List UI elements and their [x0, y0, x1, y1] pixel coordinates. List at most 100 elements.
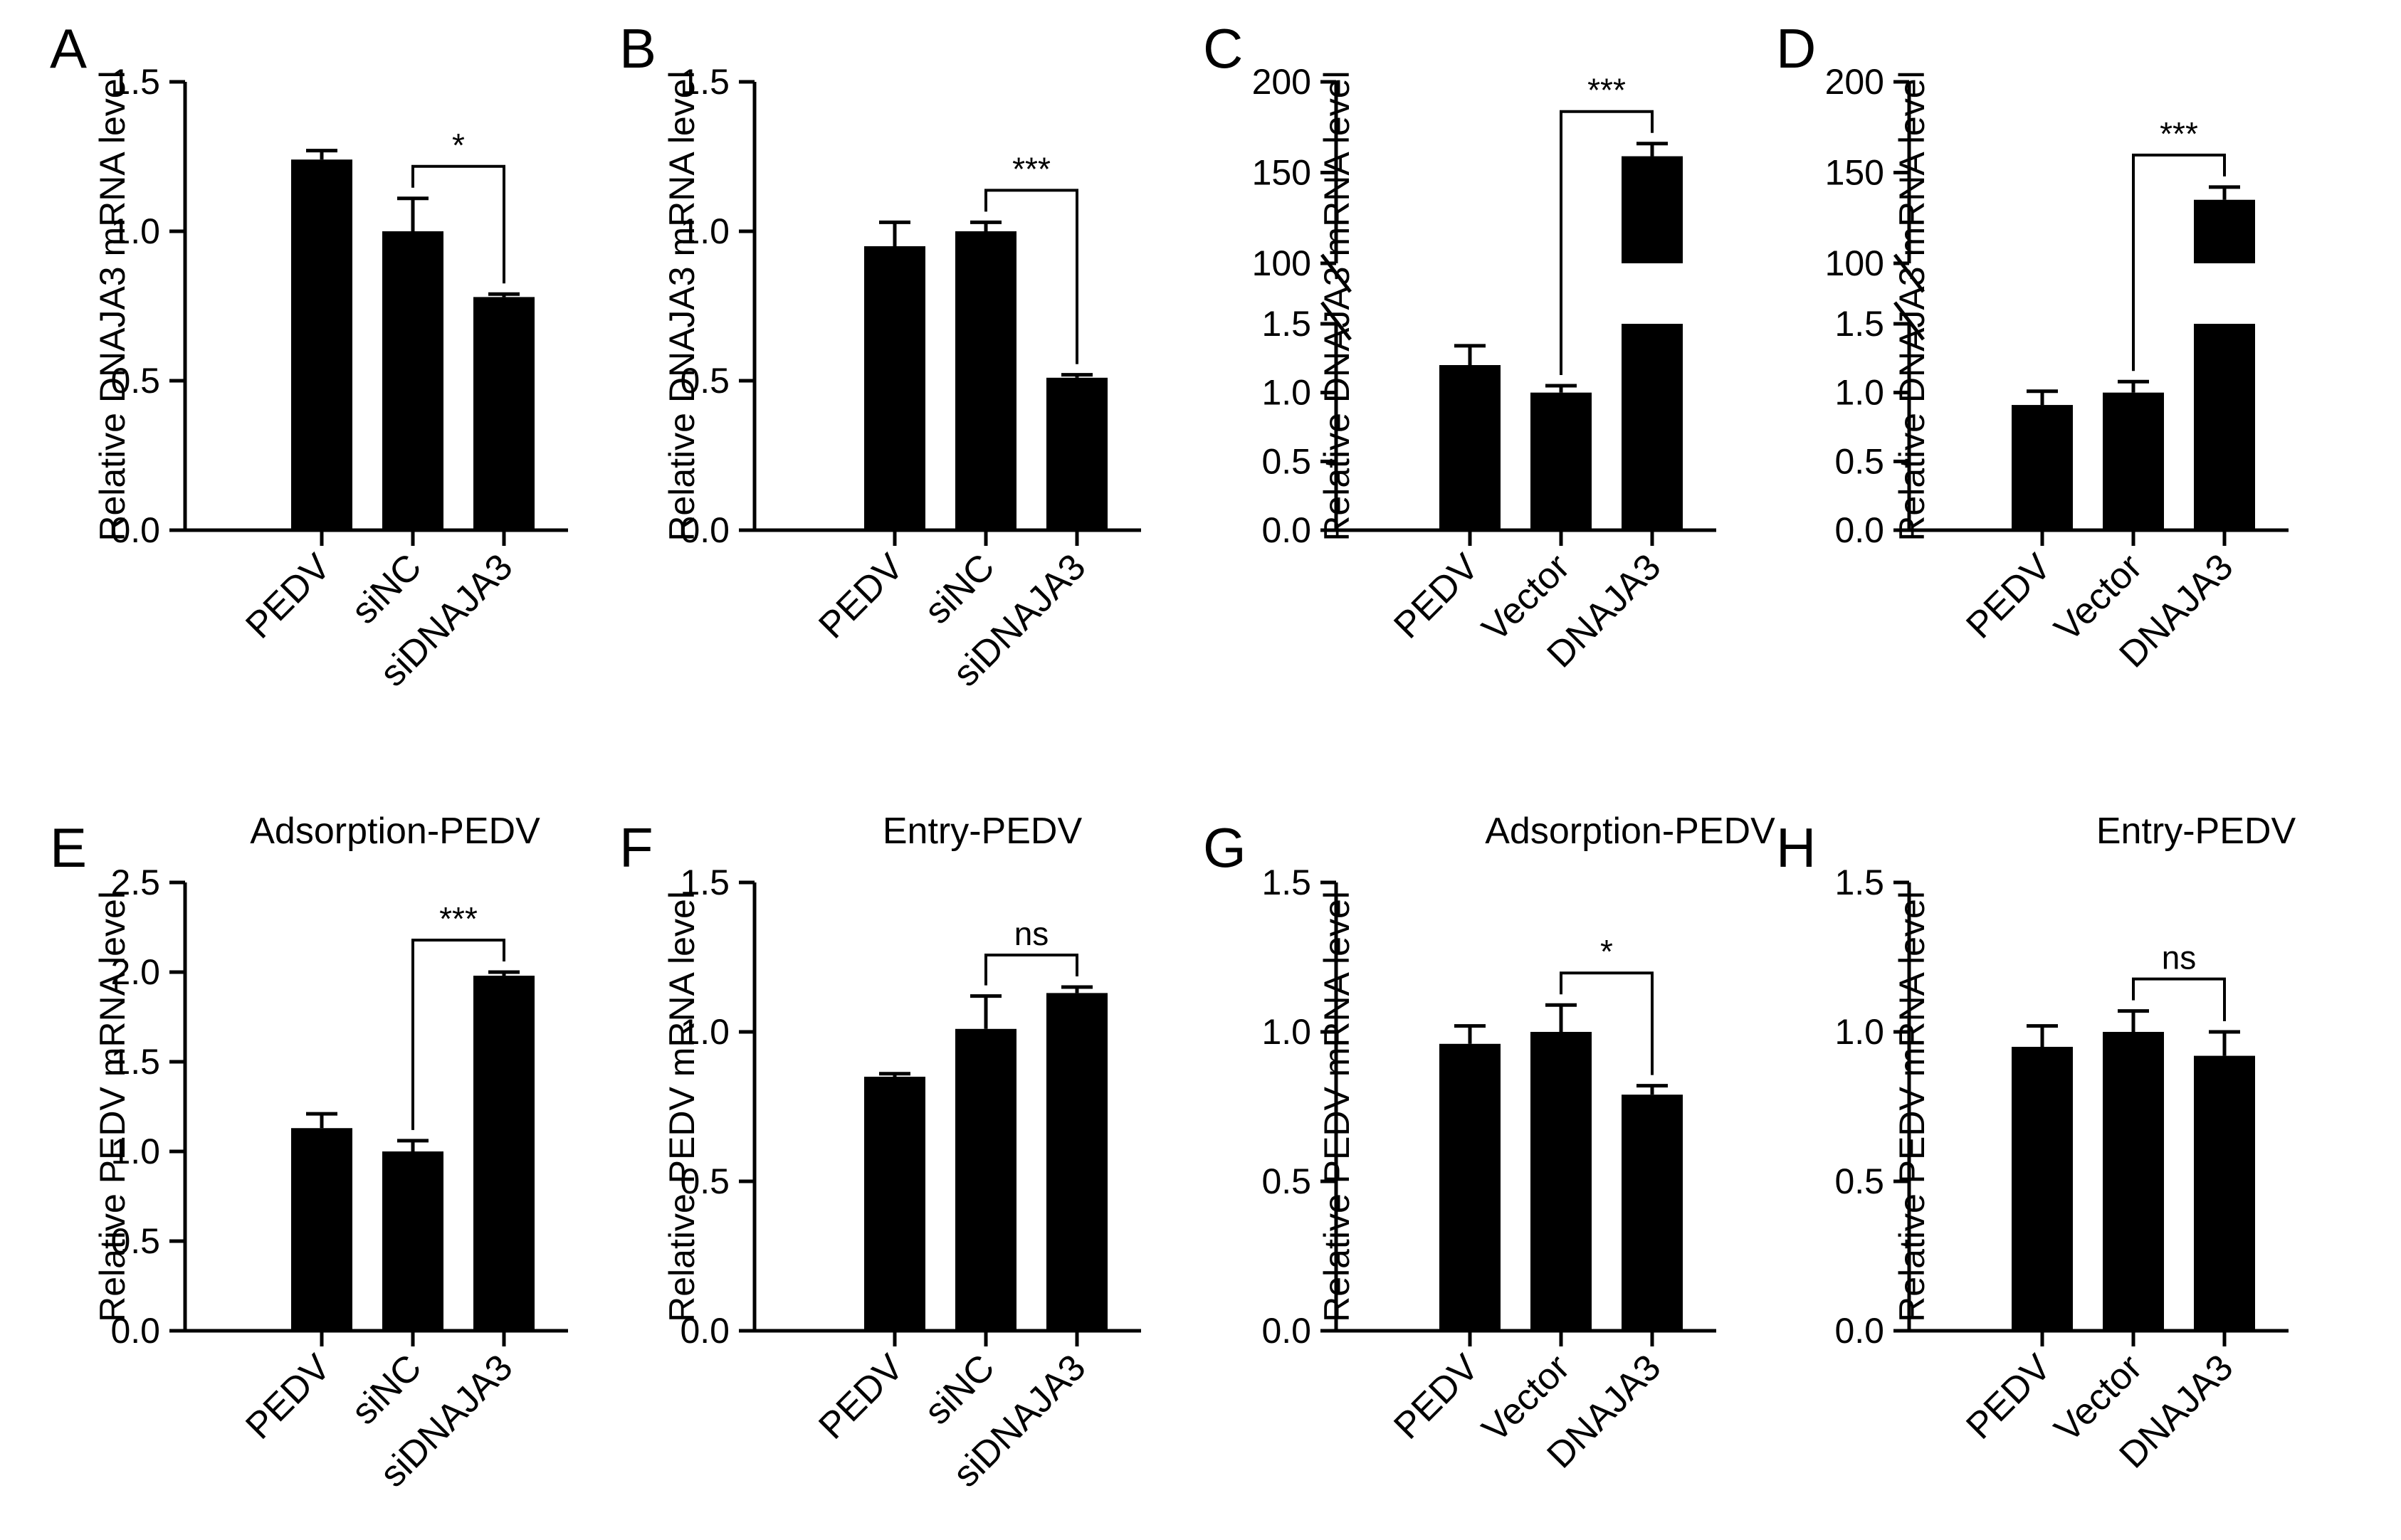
bar	[382, 231, 443, 530]
axis-break-mark	[1893, 253, 1925, 293]
significance-label: ***	[1012, 150, 1051, 187]
panel-letter: G	[1203, 816, 1246, 879]
y-tick-label: 1.0	[1261, 1012, 1311, 1052]
bar	[2103, 1032, 2164, 1331]
significance-label: *	[1600, 933, 1613, 970]
y-tick-label: 100	[1252, 243, 1311, 283]
bar	[2194, 1055, 2255, 1331]
bar	[2194, 199, 2255, 263]
y-tick-label: 1.5	[680, 62, 730, 102]
bar	[473, 297, 535, 530]
y-tick-label: 0.5	[110, 1221, 160, 1261]
bar	[291, 1128, 352, 1331]
y-tick-label: 1.5	[680, 863, 730, 902]
bar	[1439, 1043, 1501, 1331]
bar	[1622, 324, 1683, 530]
x-tick-label: PEDV	[238, 1346, 338, 1447]
bar	[2012, 1047, 2073, 1331]
chart-title: Entry-PEDV	[2096, 811, 2296, 852]
bar	[1622, 156, 1683, 263]
bar	[1530, 392, 1592, 530]
y-tick-label: 1.0	[110, 211, 160, 251]
chart-panel-c: C 100 150 200 0.0 0.5 1.0 1.5 Relative DNAJA3 mR…	[1203, 17, 1716, 675]
y-tick-label: 0.5	[1261, 1161, 1311, 1201]
y-tick-label: 0.0	[1834, 1311, 1884, 1351]
y-tick-label: 1.5	[1261, 304, 1311, 344]
significance-label: *	[452, 127, 465, 164]
y-tick-label: 1.0	[1261, 373, 1311, 413]
bar	[864, 1077, 925, 1331]
y-tick-label: 150	[1252, 153, 1311, 193]
bar	[291, 159, 352, 530]
chart-panel-d: D 100 150 200 0.0 0.5 1.0 1.5 Relative DNAJA3 mR…	[1776, 17, 2289, 675]
chart-title: Adsorption-PEDV	[250, 811, 540, 852]
y-tick-label: 1.5	[1834, 304, 1884, 344]
bar	[2103, 392, 2164, 530]
y-tick-label: 0.0	[680, 510, 730, 550]
x-tick-label: PEDV	[1958, 546, 2059, 646]
bar	[1439, 365, 1501, 530]
significance-bracket	[411, 164, 505, 284]
y-axis-label: Relative PEDV mRNA level	[1892, 891, 1932, 1322]
y-tick-label: 0.0	[680, 1311, 730, 1351]
y-tick-label: 0.5	[110, 361, 160, 401]
y-axis-label: Relative DNAJA3 mRNA level	[1892, 70, 1932, 541]
x-tick-label: siNC	[344, 546, 430, 632]
y-tick-label: 100	[1825, 243, 1884, 283]
y-tick-label: 0.5	[680, 361, 730, 401]
y-tick-label: 1.0	[1834, 373, 1884, 413]
x-tick-label: PEDV	[1386, 546, 1486, 646]
x-tick-label: siNC	[344, 1346, 430, 1433]
x-tick-label: PEDV	[1386, 1346, 1486, 1447]
bar	[1622, 1095, 1683, 1331]
bar	[1046, 993, 1108, 1331]
y-tick-label: 200	[1252, 62, 1311, 102]
y-tick-label: 0.0	[1834, 510, 1884, 550]
bar	[473, 976, 535, 1331]
significance-label: ***	[2160, 115, 2198, 152]
y-axis-label: Relative DNAJA3 mRNA level	[662, 70, 702, 541]
panel-letter: E	[50, 816, 87, 879]
y-axis-label: Relative DNAJA3 mRNA level	[93, 70, 132, 541]
significance-label: ns	[2162, 939, 2197, 976]
y-axis-label: Relative DNAJA3 mRNA level	[1317, 70, 1357, 541]
significance-bracket	[984, 189, 1078, 364]
significance-bracket	[411, 939, 505, 1130]
panel-letter: D	[1776, 17, 1816, 80]
significance-bracket	[984, 954, 1078, 986]
y-tick-label: 2.5	[110, 863, 160, 902]
y-tick-label: 1.5	[110, 62, 160, 102]
y-tick-label: 0.5	[680, 1161, 730, 1201]
y-tick-label: 1.0	[110, 1132, 160, 1171]
x-tick-label: siNC	[917, 546, 1003, 632]
bar	[2194, 324, 2255, 530]
y-tick-label: 1.5	[1261, 863, 1311, 902]
y-tick-label: 0.5	[1834, 441, 1884, 481]
panel-letter: H	[1776, 816, 1816, 879]
x-tick-label: PEDV	[811, 1346, 911, 1447]
significance-label: ns	[1014, 915, 1049, 952]
y-tick-label: 0.0	[1261, 510, 1311, 550]
panel-letter: A	[50, 17, 87, 80]
x-tick-label: PEDV	[238, 546, 338, 646]
significance-bracket	[2132, 153, 2226, 371]
y-tick-label: 1.5	[110, 1042, 160, 1082]
axis-break-mark	[1893, 301, 1925, 341]
bar	[955, 1028, 1016, 1331]
y-axis-label: Relative PEDV mRNA level	[93, 891, 132, 1322]
significance-bracket	[2132, 977, 2226, 1021]
y-tick-label: 1.0	[680, 211, 730, 251]
x-tick-label: PEDV	[811, 546, 911, 646]
bar	[955, 231, 1016, 530]
y-tick-label: 0.0	[110, 1311, 160, 1351]
panel-letter: B	[619, 17, 656, 80]
y-axis-label: Relative PEDV mRNA level	[1317, 891, 1357, 1322]
y-tick-label: 1.5	[1834, 863, 1884, 902]
